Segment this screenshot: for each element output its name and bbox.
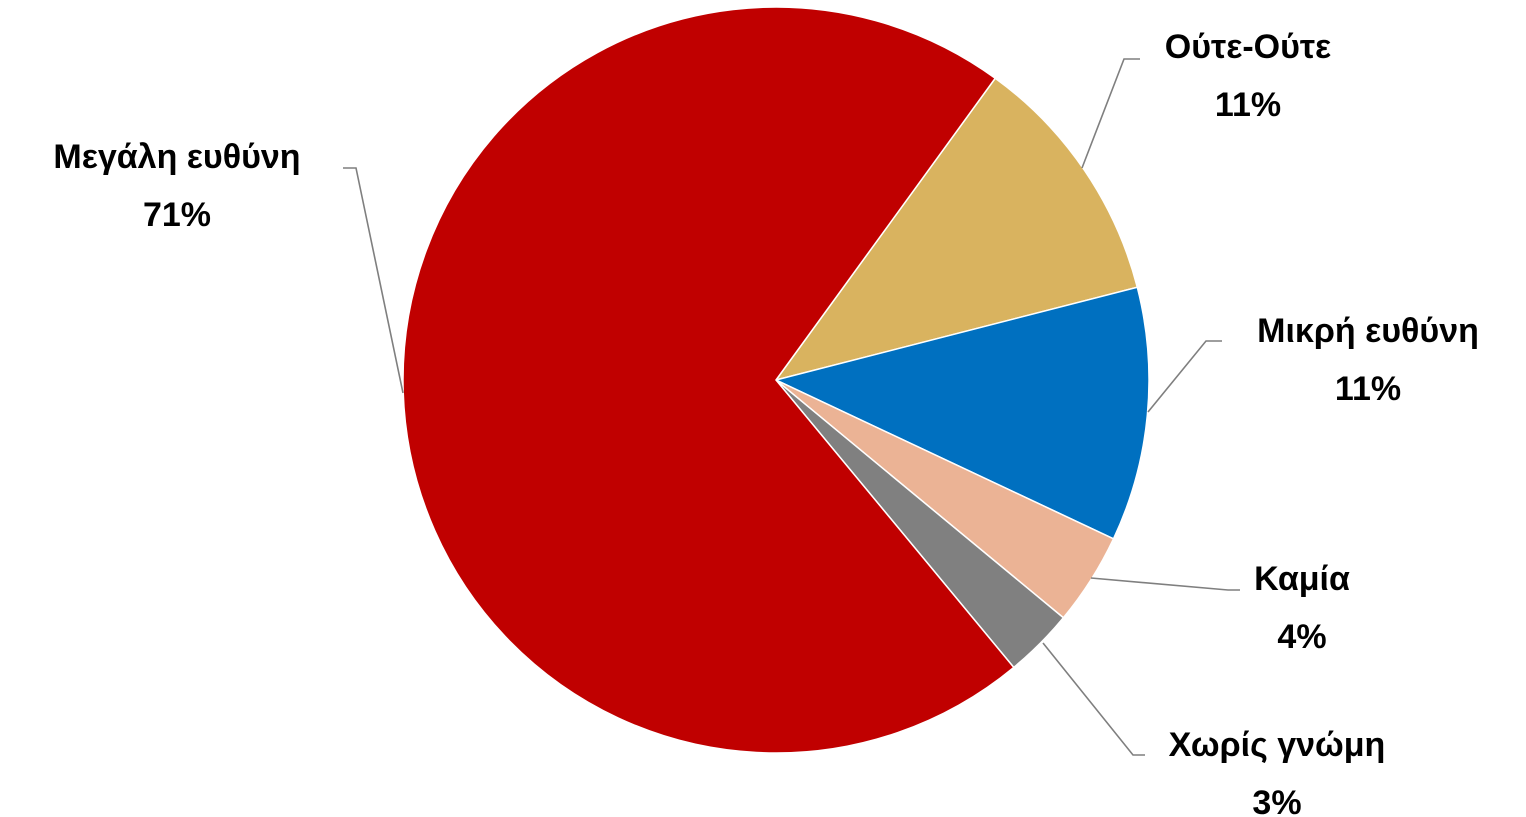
slice-category-label: Ούτε-Ούτε [1165,28,1331,66]
leader-line [1042,642,1145,756]
pie-slices [402,6,1150,754]
slice-value-label: 11% [1215,86,1281,124]
slice-value-label: 4% [1277,618,1326,656]
slice-category-label: Μεγάλη ευθύνη [53,138,300,176]
slice-category-label: Καμία [1254,560,1350,598]
slice-value-label: 3% [1252,784,1301,817]
slice-category-label: Χωρίς γνώμη [1169,726,1386,764]
pie-slice [774,77,1139,382]
slice-value-label: 11% [1335,370,1401,408]
leader-line [343,167,404,394]
leader-line [1081,58,1140,169]
pie-slice [773,286,1150,540]
leader-lines [343,58,1240,756]
data-labels: Ούτε-Ούτε 11% Μικρή ευθύνη 11% Καμία 4% Χωρίς … [53,28,1478,817]
leader-line [1147,340,1222,413]
leader-line [1090,577,1240,591]
slice-value-label: 71% [143,196,211,234]
slice-category-label: Μικρή ευθύνη [1257,312,1479,350]
